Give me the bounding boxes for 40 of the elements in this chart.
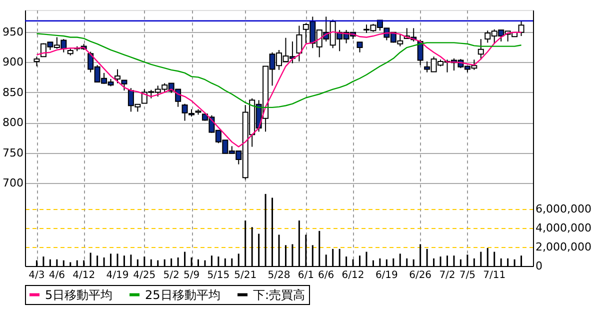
x-tick-label: 5/9 [183, 270, 200, 281]
candlestick [121, 80, 128, 91]
x-tick-label: 4/6 [48, 270, 65, 281]
x-tick-label: 6/1 [298, 270, 314, 281]
y-tick-label: 950 [2, 25, 24, 38]
y2-tick-label: 0 [536, 260, 542, 272]
x-tick-label: 6/26 [409, 270, 432, 281]
y2-tick-label: 2,000,000 [536, 240, 592, 254]
candlestick [356, 42, 363, 53]
x-tick-label: 7/11 [483, 270, 506, 281]
x-tick-label: 7/5 [459, 270, 476, 281]
x-tick-label: 5/15 [207, 270, 230, 281]
x-tick-label: 5/28 [268, 270, 290, 281]
x-tick-label: 4/3 [28, 270, 45, 281]
candlestick [417, 39, 424, 66]
x-tick-label: 7/2 [439, 270, 456, 281]
y-tick-label: 800 [2, 116, 24, 130]
x-tick-label: 4/19 [106, 270, 129, 281]
candlestick [478, 38, 484, 60]
y-tick-label: 700 [2, 176, 24, 190]
x-tick-label: 6/12 [342, 270, 364, 281]
line-series [36, 33, 522, 108]
legend-label: 25日移動平均 [145, 288, 220, 302]
candlestick [296, 25, 302, 62]
x-tick-label: 6/19 [375, 270, 398, 281]
y2-tick-label: 4,000,000 [536, 222, 592, 235]
legend-label: 5日移動平均 [45, 288, 113, 302]
candlestick [34, 56, 40, 67]
y-tick-label: 750 [2, 146, 24, 160]
x-tick-label: 5/2 [163, 270, 180, 281]
x-tick-label: 4/12 [72, 270, 96, 281]
candlestick [114, 68, 120, 84]
y-tick-label: 900 [2, 56, 24, 69]
x-tick-label: 6/6 [318, 270, 334, 281]
x-tick-label: 4/25 [133, 270, 156, 281]
x-tick-label: 5/21 [234, 270, 257, 281]
y-tick-label: 850 [2, 86, 24, 99]
y2-tick-label: 6,000,000 [536, 202, 592, 216]
candlestick [518, 20, 524, 37]
legend-label: 下:売買高 [253, 288, 306, 302]
